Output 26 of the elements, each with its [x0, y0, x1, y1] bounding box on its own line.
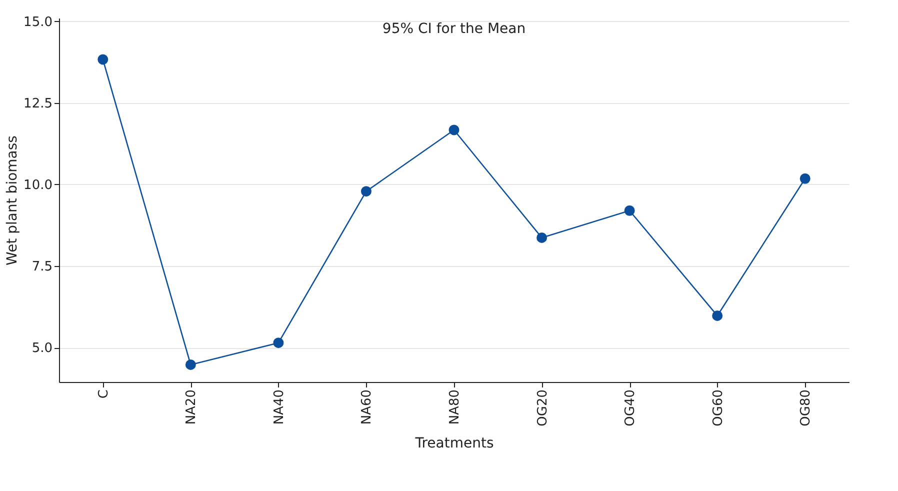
point	[624, 205, 635, 216]
point	[536, 232, 548, 243]
y-tick-label: 7.5	[32, 260, 52, 275]
x-tick-label: NA20	[184, 390, 200, 425]
chart-title: 95% CI for the Mean	[382, 21, 526, 37]
point	[448, 124, 460, 136]
point	[273, 338, 284, 348]
point	[98, 54, 108, 65]
point	[800, 173, 810, 184]
point	[185, 359, 196, 370]
y-axis-title: Wet plant biomass	[4, 136, 21, 266]
x-tick-label: NA60	[360, 390, 375, 425]
x-tick-label: NA80	[448, 390, 462, 425]
x-tick-label: C	[96, 390, 112, 399]
x-tick-label: OG20	[535, 390, 550, 426]
point	[712, 310, 723, 321]
point	[360, 186, 372, 197]
x-tick-label: OG80	[798, 390, 814, 426]
x-tick-label: OG60	[710, 390, 726, 426]
x-tick-label: OG40	[623, 390, 638, 426]
y-tick-label: 5.0	[32, 341, 52, 356]
x-tick-label: NA40	[272, 390, 287, 425]
y-tick-label: 15.0	[24, 14, 52, 30]
y-tick-label: 12.5	[24, 96, 52, 112]
y-tick-label: 10.0	[24, 178, 52, 193]
x-axis-title: Treatments	[414, 435, 494, 452]
